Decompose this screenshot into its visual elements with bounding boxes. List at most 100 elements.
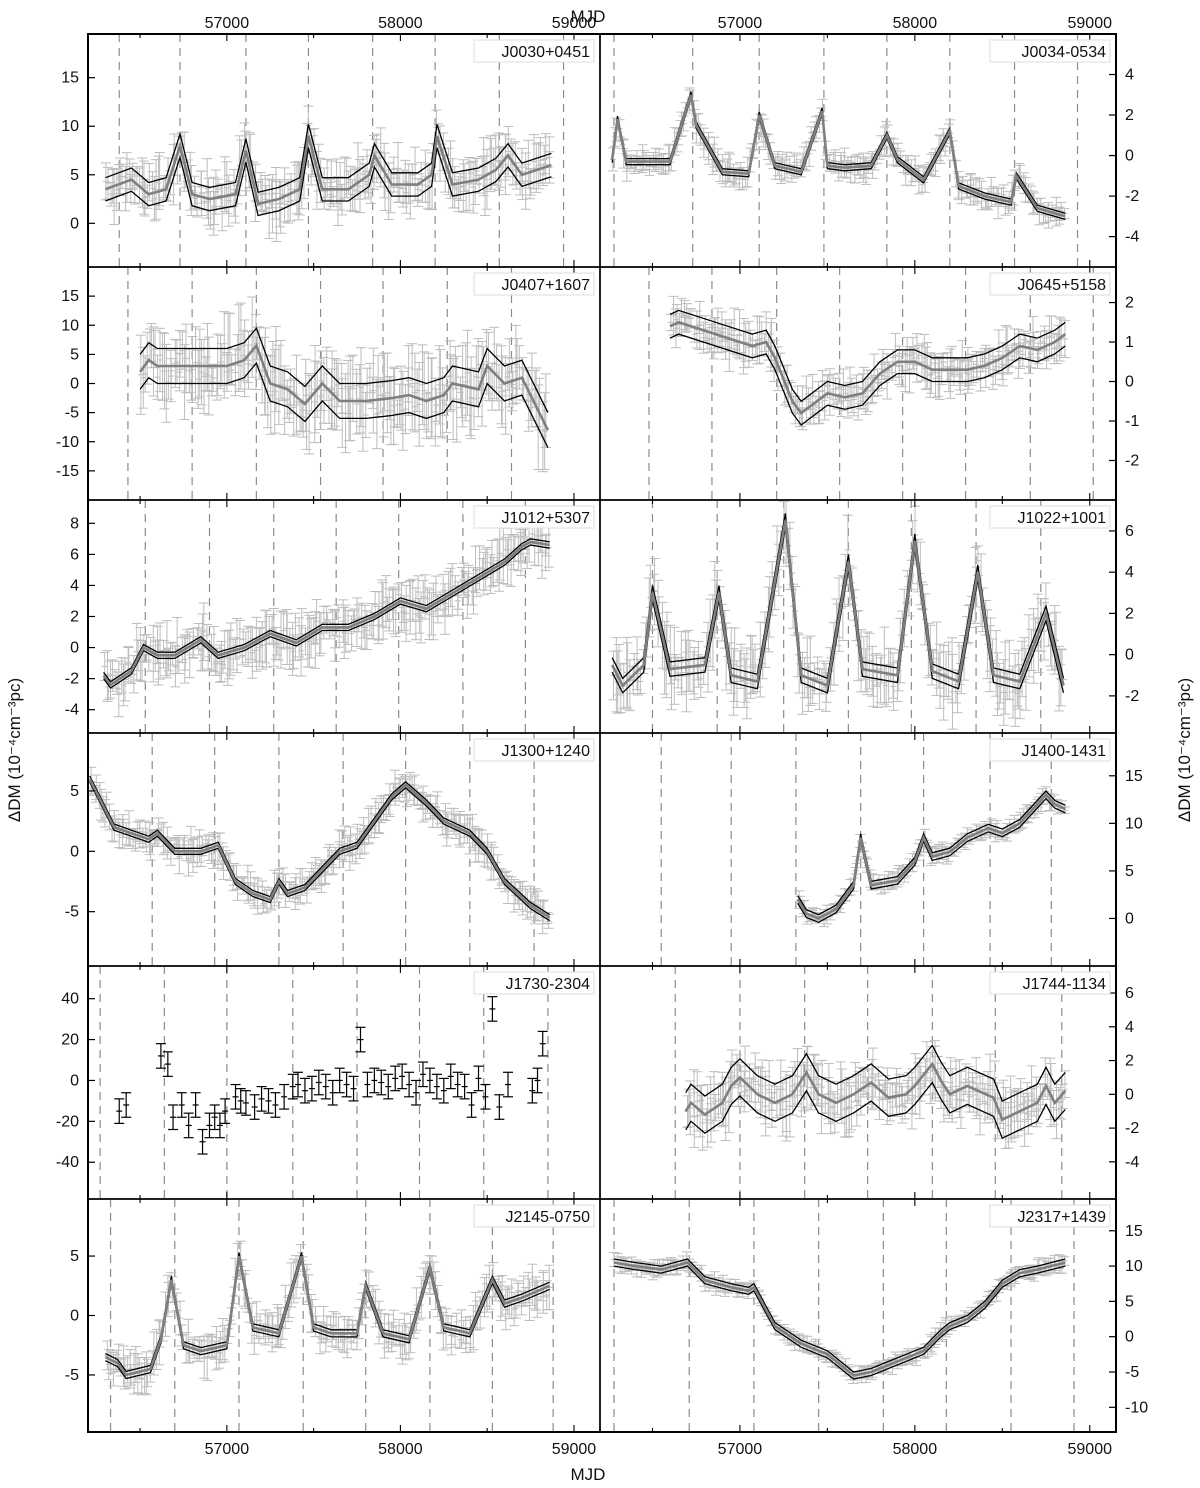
pulsar-name: J1400-1431 [1021, 743, 1106, 760]
pulsar-name: J2317+1439 [1017, 1209, 1106, 1226]
dm-model-line [611, 520, 1065, 688]
pulsar-name-label: J1400-1431 [989, 738, 1111, 762]
data-point [431, 1073, 442, 1100]
dm-model-line [669, 320, 1067, 415]
y-tick-label: 5 [70, 167, 79, 184]
pulsar-name: J0030+0451 [501, 44, 590, 61]
y-tick-label: 2 [1125, 295, 1134, 312]
left-y-axis-title: ΔDM (10⁻⁴cm⁻³pc) [5, 678, 24, 822]
data-point [537, 1030, 548, 1057]
data-point [355, 1026, 366, 1053]
panel-j1400m1431: 0 5 10 15 J1400-1431 [599, 732, 1143, 967]
x-tick-label: 59000 [1068, 15, 1113, 32]
data-point [204, 1112, 215, 1139]
y-tick-label: -2 [65, 671, 79, 688]
panel-frame [599, 1198, 1117, 1433]
y-tick-label: 10 [61, 118, 79, 135]
x-tick-label: 57000 [205, 1441, 250, 1458]
data-point [235, 1088, 246, 1114]
y-tick-label: -4 [65, 702, 79, 719]
y-tick-label: 10 [1125, 1258, 1143, 1275]
data-point [445, 1063, 456, 1090]
data-point [293, 1071, 304, 1098]
y-tick-label: 0 [70, 1072, 79, 1089]
pulsar-name: J0407+1607 [501, 277, 590, 294]
plot-area [100, 34, 565, 267]
plot-area [608, 1199, 1075, 1432]
pulsar-name: J1022+1001 [1017, 510, 1106, 527]
pulsar-name-label: J1300+1240 [473, 738, 595, 762]
pulsar-name: J1012+5307 [501, 510, 590, 527]
y-tick-label: 0 [70, 1308, 79, 1325]
data-point [121, 1092, 132, 1118]
lower-bound-line [103, 544, 550, 689]
dm-model-line [684, 1061, 1067, 1122]
data-point [249, 1094, 260, 1120]
upper-bound-line [105, 124, 552, 193]
data-point [334, 1067, 345, 1094]
dm-model-line [613, 1261, 1066, 1377]
data-point [390, 1065, 401, 1092]
x-tick-label: 59000 [552, 1441, 597, 1458]
data-point [114, 1098, 125, 1124]
dm-model-line [104, 135, 552, 206]
y-tick-label: -10 [56, 434, 79, 451]
pulsar-name-label: J1022+1001 [989, 505, 1111, 529]
data-point [487, 996, 498, 1022]
data-point [348, 1075, 359, 1102]
y-tick-label: 0 [1125, 910, 1134, 927]
dm-model-line [610, 94, 1066, 218]
y-tick-label: 20 [61, 1032, 79, 1049]
upper-bound-line [103, 538, 550, 683]
y-tick-label: -40 [56, 1154, 79, 1171]
dm-model-line [796, 792, 1066, 920]
dm-model-line [104, 1255, 551, 1377]
y-tick-label: -2 [1125, 188, 1139, 205]
data-point [209, 1104, 220, 1131]
x-tick-label: 57000 [718, 1441, 763, 1458]
lower-bound-line [797, 797, 1066, 924]
y-tick-label: 10 [1125, 815, 1143, 832]
y-tick-label: 4 [1125, 564, 1134, 581]
pulsar-name: J0034-0534 [1021, 44, 1106, 61]
data-point [527, 1077, 538, 1104]
plot-area [99, 966, 549, 1199]
pulsar-name-label: J1012+5307 [473, 505, 595, 529]
plot-area [607, 34, 1079, 267]
y-tick-label: 0 [70, 215, 79, 232]
lower-bound-line [669, 333, 1066, 426]
plot-area [648, 267, 1094, 500]
y-tick-label: 40 [61, 991, 79, 1008]
y-tick-label: 4 [70, 577, 79, 594]
y-tick-label: 4 [1125, 67, 1134, 84]
y-tick-label: 0 [1125, 1329, 1134, 1346]
y-tick-label: -5 [65, 405, 79, 422]
data-point [417, 1061, 428, 1088]
data-point [256, 1085, 267, 1112]
y-tick-label: 8 [70, 515, 79, 532]
data-point [214, 1112, 225, 1139]
x-tick-label: 58000 [378, 1441, 423, 1458]
y-tick-label: 0 [1125, 647, 1134, 664]
y-tick-label: -2 [1125, 453, 1139, 470]
plot-area [674, 966, 1070, 1199]
measurement-errorbars [682, 1040, 1070, 1151]
data-point [466, 1092, 477, 1118]
y-tick-label: 2 [1125, 605, 1134, 622]
y-tick-label: 5 [1125, 863, 1134, 880]
y-tick-label: -15 [56, 463, 79, 480]
y-tick-label: -4 [1125, 1154, 1139, 1171]
upper-bound-line [669, 309, 1066, 403]
y-tick-label: 0 [1125, 148, 1134, 165]
data-point [532, 1067, 543, 1094]
measurement-errorbars [102, 1240, 555, 1396]
data-point [424, 1067, 435, 1094]
panel-j1012p5307: -4 -2 0 2 4 6 8 J1012+5307 [65, 499, 601, 734]
y-tick-label: 6 [1125, 523, 1134, 540]
measurement-errorbars [99, 514, 554, 718]
pulsar-name-label: J0034-0534 [989, 39, 1111, 63]
y-tick-label: -2 [1125, 1120, 1139, 1137]
y-tick-label: 0 [70, 843, 79, 860]
panel-j0030p0451: 0 5 10 15 J0030+0451 57000 58000 59000 [61, 15, 601, 268]
